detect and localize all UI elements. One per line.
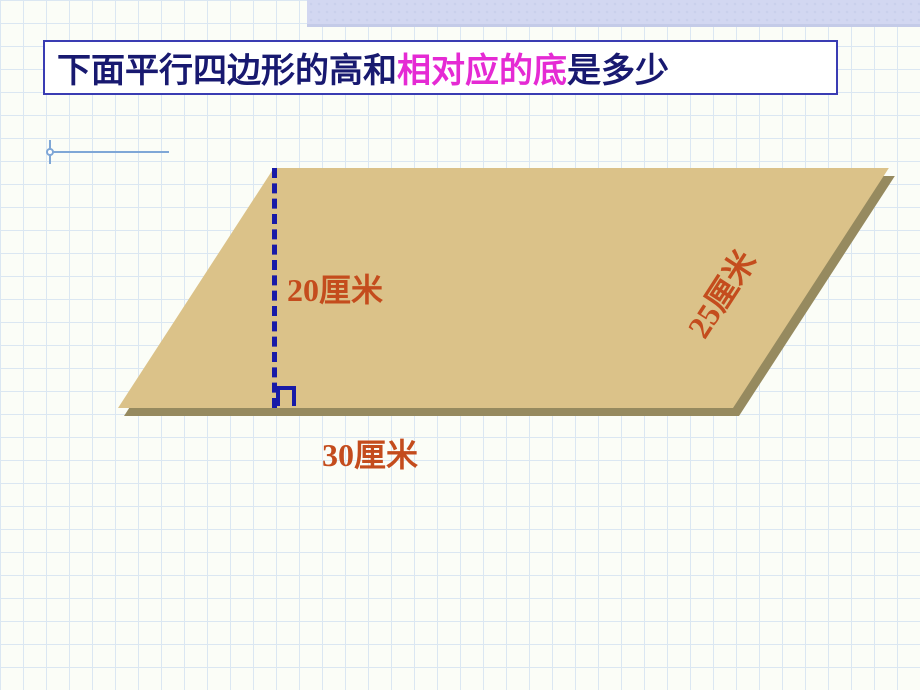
- decorative-corner-mark: [38, 140, 62, 164]
- slide-canvas: 下面平行四边形的高和 相对应的底 是多少 20厘米 30厘米 25厘米: [0, 0, 920, 690]
- right-angle-marker: [276, 386, 296, 406]
- label-height: 20厘米: [287, 265, 383, 311]
- question-box: 下面平行四边形的高和 相对应的底 是多少: [43, 40, 838, 95]
- label-base: 30厘米: [322, 430, 418, 476]
- question-text-part1: 下面平行四边形的高和: [57, 43, 397, 92]
- parallelogram-shape: [118, 168, 889, 408]
- question-text-part3: 是多少: [567, 43, 669, 92]
- height-dashed-line: [272, 168, 277, 408]
- question-text-accent: 相对应的底: [397, 43, 567, 92]
- decorative-top-band-shadow: [307, 24, 920, 27]
- decorative-top-band-dots: [307, 0, 920, 24]
